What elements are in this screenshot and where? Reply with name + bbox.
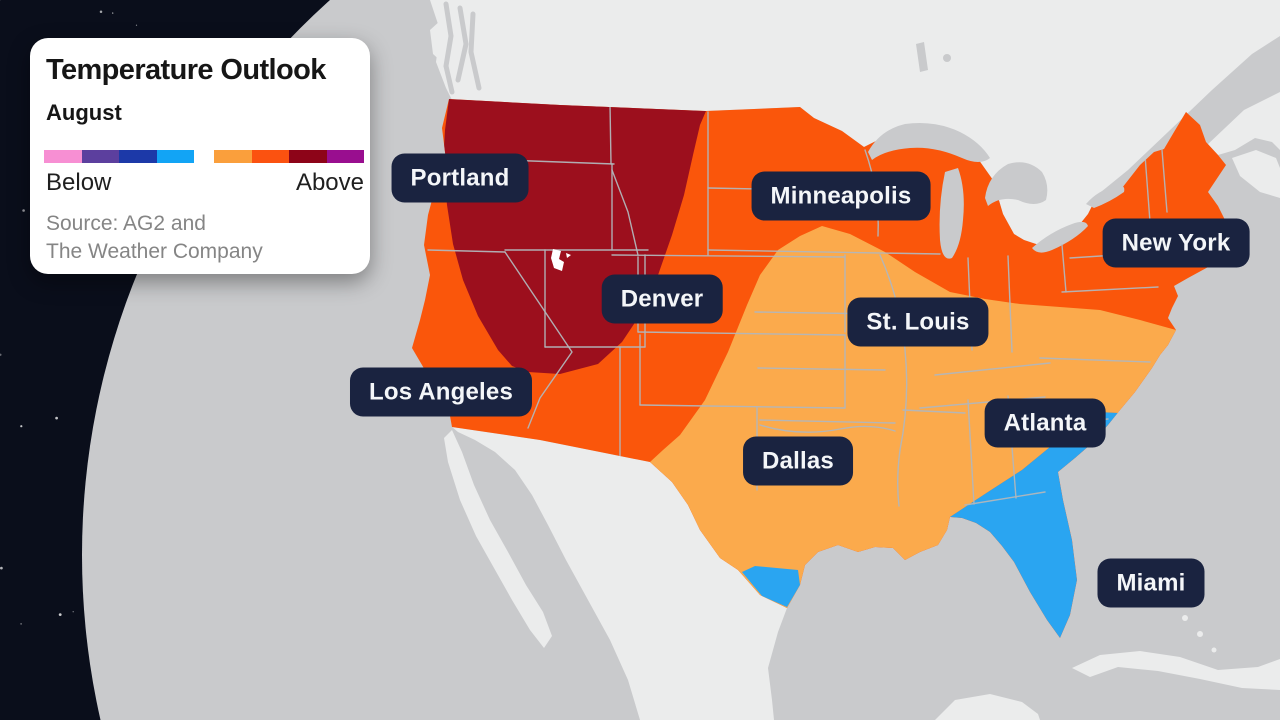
mexico-landmass (452, 427, 787, 720)
lake-ontario (1086, 185, 1125, 208)
state-border-line (902, 409, 966, 414)
city-label-dallas: Dallas (743, 436, 853, 486)
city-label-denver: Denver (601, 274, 723, 324)
legend-swatch-above-4 (326, 150, 364, 163)
star (20, 425, 23, 428)
state-border-line (967, 399, 975, 505)
state-border-line (611, 254, 846, 258)
legend-title: Temperature Outlook (46, 54, 326, 86)
prince-edward-island (1228, 134, 1252, 143)
legend-swatch-above-2 (251, 150, 289, 163)
star (20, 623, 22, 625)
state-border-line (609, 103, 612, 165)
legend-source-line2: The Weather Company (46, 240, 263, 263)
vancouver-island (430, 20, 450, 64)
state-border-line (757, 367, 886, 371)
bc-coast-inlet (443, 1, 455, 95)
legend-swatch-above-1 (214, 150, 252, 163)
state-border-line (1039, 357, 1151, 363)
city-label-los-angeles: Los Angeles (349, 367, 533, 417)
great-lakes (868, 123, 1125, 259)
state-border-line (759, 424, 896, 433)
star (72, 611, 74, 613)
legend-swatch-below-4 (156, 150, 194, 163)
star (135, 24, 138, 26)
legend-swatch-below-2 (81, 150, 119, 163)
star (99, 10, 103, 13)
state-border-line (504, 251, 573, 429)
state-border-line (1061, 244, 1067, 293)
state-border-line (427, 249, 506, 253)
great-salt-lake-icon (551, 249, 571, 271)
state-border-line (934, 362, 1051, 376)
city-label-st-louis: St. Louis (847, 297, 989, 347)
star (0, 0, 1, 1)
cuba (1072, 651, 1280, 690)
legend-swatch-above-3 (289, 150, 327, 163)
star (0, 353, 2, 356)
state-border-line (1144, 154, 1151, 223)
state-border-line (707, 249, 941, 255)
canadian-lake (943, 54, 951, 62)
state-border-line (1061, 286, 1159, 293)
state-border-line (964, 491, 1046, 506)
nova-scotia (1232, 150, 1280, 198)
legend-subtitle: August (46, 100, 122, 125)
legend-card: Temperature Outlook August Below Above S… (30, 38, 370, 274)
city-label-miami: Miami (1097, 558, 1205, 608)
state-border-line (639, 404, 846, 409)
legend-swatch-below-3 (119, 150, 157, 163)
legend-scale-words: Below Above (44, 169, 364, 199)
star (112, 12, 114, 14)
state-border-line (1007, 255, 1013, 353)
lake-huron (985, 162, 1048, 206)
baja-california (444, 430, 552, 648)
legend-scale-above (214, 150, 364, 163)
lake-michigan (939, 168, 964, 259)
city-label-atlanta: Atlanta (984, 398, 1106, 448)
state-border-line (637, 331, 846, 336)
legend-swatch-below-1 (44, 150, 82, 163)
bc-coast-inlet (455, 5, 469, 83)
city-label-portland: Portland (391, 153, 529, 203)
zone-below-south-texas-blue (742, 566, 800, 607)
legend-below-label: Below (46, 169, 112, 196)
legend-source: Source: AG2 and The Weather Company (46, 210, 263, 266)
star (55, 416, 58, 420)
star (22, 209, 25, 212)
legend-color-bars (44, 150, 364, 163)
city-label-new-york: New York (1102, 218, 1250, 268)
canadian-lake (916, 42, 928, 72)
canada-landmass (430, 0, 1280, 246)
bc-coast-inlet (468, 11, 482, 91)
zone-below-florida-blue (950, 412, 1118, 638)
star (58, 613, 62, 616)
legend-source-line1: Source: AG2 and (46, 212, 206, 235)
state-border-line (1161, 149, 1168, 213)
yucatan (935, 694, 1040, 720)
star (0, 566, 3, 570)
zone-above-slight-pale-orange (650, 226, 1176, 608)
city-label-minneapolis: Minneapolis (751, 171, 931, 221)
legend-scale-below (44, 150, 194, 163)
state-border-line (759, 419, 896, 424)
legend-above-label: Above (295, 169, 364, 196)
lake-erie (1032, 221, 1088, 253)
state-border-line (611, 169, 639, 256)
lake-superior (868, 123, 990, 162)
